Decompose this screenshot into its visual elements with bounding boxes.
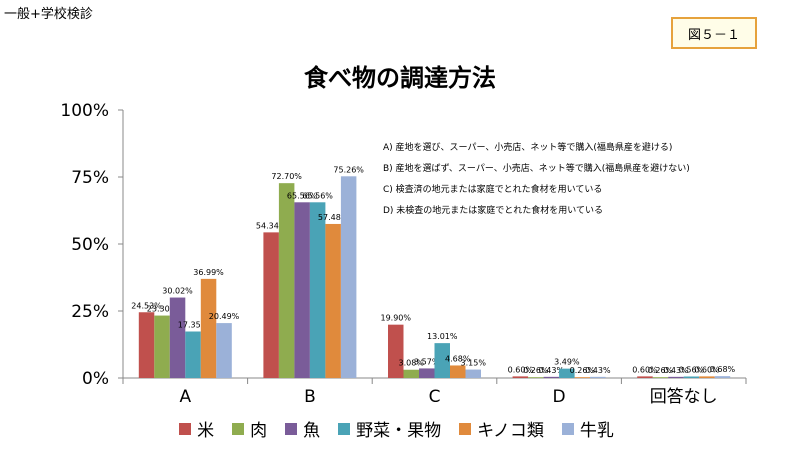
bar — [185, 331, 201, 378]
legend-item: キノコ類 — [459, 416, 544, 441]
bar — [278, 183, 295, 378]
x-tick-label: C — [429, 387, 441, 407]
y-tick-label: 0% — [82, 369, 109, 389]
data-label: 0.60% — [632, 365, 658, 374]
data-label: 23.30% — [147, 305, 178, 314]
bar — [512, 376, 529, 378]
bar — [294, 202, 310, 378]
data-label: 72.70% — [271, 172, 302, 181]
data-label: 3.15% — [461, 359, 487, 368]
bar — [309, 202, 326, 378]
legend-swatch — [179, 422, 192, 435]
bar — [559, 368, 575, 378]
bar — [263, 232, 279, 378]
data-label: 19.90% — [380, 314, 411, 323]
legend-item: 牛乳 — [561, 416, 614, 441]
bar — [216, 323, 232, 378]
legend-swatch — [338, 422, 351, 435]
data-label: 13.01% — [427, 332, 458, 341]
legend-swatch — [285, 422, 298, 435]
data-label: 4.68% — [445, 354, 471, 363]
x-tick-label: 回答なし — [650, 387, 718, 407]
bar — [325, 223, 341, 378]
x-tick-label: B — [304, 387, 316, 407]
bar — [652, 377, 669, 378]
legend-swatch — [232, 422, 245, 435]
legend-item: 魚 — [285, 416, 320, 441]
bar — [138, 312, 155, 378]
legend-swatch — [459, 422, 472, 435]
bar — [668, 376, 684, 378]
data-label: 0.43% — [539, 366, 565, 375]
legend-label: 米 — [197, 421, 215, 441]
legend-item: 肉 — [232, 416, 267, 441]
data-label: 3.08% — [399, 359, 425, 368]
legend-item: 米 — [179, 416, 214, 441]
bar — [683, 376, 700, 378]
x-tick-label: A — [179, 387, 191, 407]
bar — [543, 376, 560, 378]
bar — [590, 376, 606, 378]
data-label: 36.99% — [193, 268, 224, 277]
bar — [574, 377, 591, 378]
data-label: 0.68% — [710, 365, 736, 374]
annotation: B) 産地を選ばず、スーパー、小売店、ネット等で購入(福島県産を避けない) — [383, 162, 690, 174]
data-label: 0.60% — [694, 365, 720, 374]
corner-label: 一般+学校検診 — [4, 7, 93, 22]
data-label: 54.34% — [256, 221, 287, 230]
data-label: 30.02% — [162, 287, 193, 296]
bar — [528, 377, 544, 378]
data-label: 0.60% — [508, 365, 534, 374]
annotation: C) 検査済の地元または家庭でとれた食材を用いている — [383, 183, 602, 195]
data-label: 17.35% — [178, 321, 209, 330]
legend-label: 肉 — [250, 421, 268, 441]
data-label: 0.26% — [570, 366, 596, 375]
y-tick-label: 75% — [71, 168, 109, 188]
bar — [200, 278, 217, 378]
data-label: 65.56% — [302, 191, 333, 200]
bar — [699, 376, 715, 378]
bar — [714, 376, 731, 378]
data-label: 3.57% — [414, 357, 440, 366]
y-tick-label: 50% — [71, 235, 109, 255]
data-label: 0.43% — [663, 366, 689, 375]
data-label: 65.56% — [287, 191, 318, 200]
bar — [637, 376, 653, 378]
data-label: 0.56% — [679, 365, 705, 374]
y-tick-label: 100% — [60, 101, 109, 121]
legend: 米 肉 魚 野菜・果物 キノコ類 牛乳 — [0, 416, 793, 441]
data-label: 0.26% — [523, 366, 549, 375]
data-label: 75.26% — [333, 165, 364, 174]
y-tick-label: 25% — [71, 302, 109, 322]
data-label: 24.53% — [131, 301, 162, 310]
bar — [403, 369, 419, 378]
bar — [154, 315, 170, 378]
data-label: 3.49% — [554, 358, 580, 367]
legend-item: 野菜・果物 — [338, 416, 441, 441]
bar — [434, 343, 450, 378]
bar — [450, 365, 466, 378]
chart-title: 食べ物の調達方法 — [304, 64, 496, 92]
data-label: 57.48% — [318, 213, 349, 222]
bar — [465, 369, 481, 378]
bar — [169, 297, 186, 378]
bar — [419, 368, 435, 378]
annotation: A) 産地を選び、スーパー、小売店、ネット等で購入(福島県産を避ける) — [383, 141, 672, 153]
legend-label: 野菜・果物 — [356, 421, 442, 441]
data-label: 20.49% — [209, 312, 240, 321]
data-label: 0.26% — [648, 366, 674, 375]
legend-label: 魚 — [303, 421, 321, 441]
figure-label-box: 図５－１ — [671, 17, 757, 49]
data-label: 0.43% — [585, 366, 611, 375]
legend-swatch — [561, 422, 574, 435]
bar — [388, 324, 404, 378]
bar — [340, 176, 357, 378]
figure-label: 図５－１ — [687, 27, 740, 43]
legend-label: 牛乳 — [579, 421, 614, 441]
annotation: D) 未検査の地元または家庭でとれた食材を用いている — [383, 204, 603, 216]
x-tick-label: D — [553, 387, 566, 407]
legend-label: キノコ類 — [477, 421, 544, 441]
